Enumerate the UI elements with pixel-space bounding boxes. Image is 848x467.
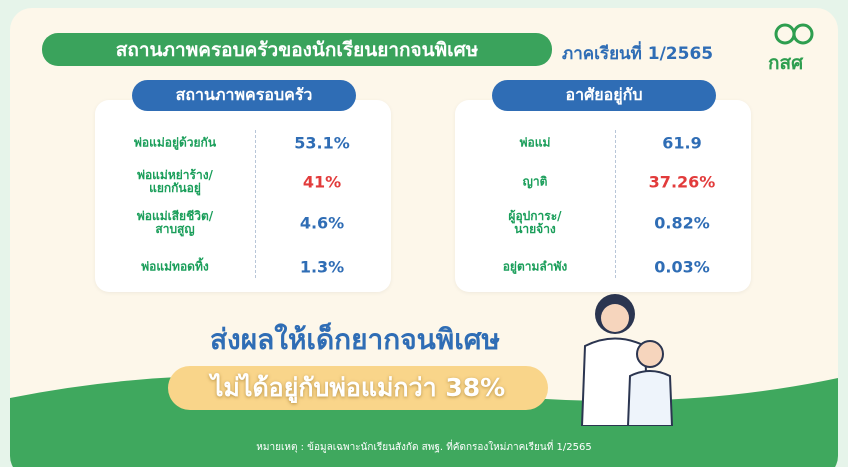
headline: ส่งผลให้เด็กยากจนพิเศษ: [209, 323, 501, 356]
divider: [255, 130, 256, 278]
divider: [615, 130, 616, 278]
row-value: 41%: [302, 172, 342, 192]
row-value: 0.82%: [654, 213, 710, 233]
row-label: พ่อแม่เสียชีวิต/ สาบสูญ: [136, 209, 214, 236]
row-label: ญาติ: [522, 174, 548, 189]
logo: กสศ: [768, 52, 804, 74]
row-label: พ่อแม่: [519, 135, 551, 150]
title-pill: สถานภาพครอบครัวของนักเรียนยากจนพิเศษ: [42, 33, 552, 66]
panel-title: สถานภาพครอบครัว: [132, 80, 356, 111]
panel: [455, 100, 751, 292]
row-label: พ่อแม่ทอดทิ้ง: [141, 259, 209, 274]
logo-icon: [774, 23, 814, 45]
row-label: อยู่ตามลำพัง: [502, 259, 568, 274]
row-value: 61.9: [662, 133, 702, 153]
row-value: 37.26%: [648, 172, 716, 192]
row-label: พ่อแม่อยู่ด้วยกัน: [133, 135, 217, 150]
subtitle: ภาคเรียนที่ 1/2565: [562, 44, 714, 64]
footnote: หมายเหตุ : ข้อมูลเฉพาะนักเรียนสังกัด สพฐ…: [256, 442, 592, 453]
panel: [95, 100, 391, 292]
panel-title: อาศัยอยู่กับ: [492, 80, 716, 111]
row-value: 0.03%: [654, 257, 710, 277]
row-label: พ่อแม่หย่าร้าง/ แยกกันอยู่: [137, 168, 213, 195]
highlight: ไม่ได้อยู่กับพ่อแม่กว่า 38%: [168, 366, 548, 410]
row-value: 4.6%: [299, 213, 345, 233]
row-value: 53.1%: [294, 133, 350, 153]
row-label: ผู้อุปการะ/ นายจ้าง: [508, 209, 562, 236]
row-value: 1.3%: [299, 257, 345, 277]
illustration: [580, 294, 674, 426]
